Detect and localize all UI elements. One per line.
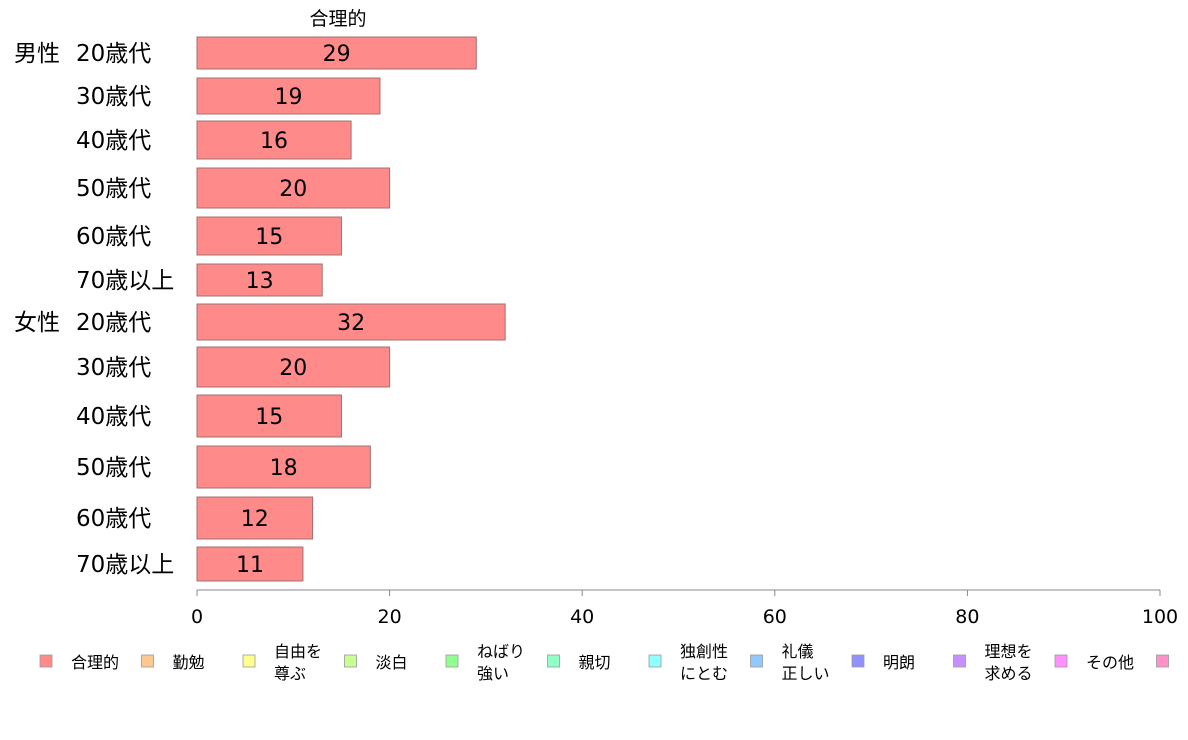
bar-value-label: 12 <box>241 507 269 532</box>
bar-value-label: 11 <box>236 553 264 578</box>
legend-label: 勤勉 <box>173 653 205 672</box>
legend-label: ねばり強い <box>477 642 525 683</box>
category-label: 60歳代 <box>76 506 151 532</box>
legend-swatch <box>751 655 763 667</box>
x-tick-label: 100 <box>1142 606 1178 628</box>
group-label: 男性 <box>14 41 60 67</box>
legend-swatch <box>954 655 966 667</box>
legend-swatch <box>649 655 661 667</box>
x-tick-label: 0 <box>191 606 203 628</box>
bar-value-label: 20 <box>279 177 307 202</box>
category-label: 40歳代 <box>76 404 151 430</box>
legend-label: 自由を尊ぶ <box>274 642 322 683</box>
legend-swatch <box>1157 655 1169 667</box>
bar-value-label: 16 <box>260 129 288 154</box>
category-label: 50歳代 <box>76 176 151 202</box>
legend-swatch <box>1055 655 1067 667</box>
legend-swatch <box>142 655 154 667</box>
category-label: 20歳代 <box>76 310 151 336</box>
category-label: 50歳代 <box>76 455 151 481</box>
bar-value-label: 32 <box>337 311 365 336</box>
legend-swatch <box>548 655 560 667</box>
group-label: 女性 <box>14 310 60 336</box>
category-label: 30歳代 <box>76 355 151 381</box>
bar-value-label: 15 <box>255 225 283 250</box>
x-tick-label: 60 <box>763 606 787 628</box>
bar-value-label: 18 <box>270 456 298 481</box>
legend-label: 明朗 <box>883 653 915 672</box>
bar-value-label: 15 <box>255 405 283 430</box>
legend-swatch <box>852 655 864 667</box>
legend-swatch <box>345 655 357 667</box>
bar-value-label: 29 <box>323 42 351 67</box>
legend-label: その他 <box>1086 653 1134 672</box>
legend-label: 理想を求める <box>985 642 1033 683</box>
legend-label: 合理的 <box>71 653 119 672</box>
legend-swatch <box>243 655 255 667</box>
x-tick-label: 40 <box>570 606 594 628</box>
category-label: 20歳代 <box>76 41 151 67</box>
legend-label: 独創性にとむ <box>680 642 728 683</box>
column-title: 合理的 <box>309 8 366 30</box>
legend-label: 親切 <box>579 653 611 672</box>
legend-swatch <box>446 655 458 667</box>
category-label: 70歳以上 <box>76 268 174 294</box>
bar-value-label: 20 <box>279 356 307 381</box>
legend-label: 淡白 <box>376 653 408 672</box>
category-label: 40歳代 <box>76 128 151 154</box>
legend-swatch <box>40 655 52 667</box>
bar-value-label: 19 <box>274 85 302 110</box>
category-label: 30歳代 <box>76 84 151 110</box>
category-label: 60歳代 <box>76 224 151 250</box>
bar-value-label: 13 <box>246 269 274 294</box>
legend-label: 礼儀正しい <box>782 642 830 683</box>
category-label: 70歳以上 <box>76 552 174 578</box>
x-tick-label: 80 <box>955 606 979 628</box>
x-tick-label: 20 <box>378 606 402 628</box>
